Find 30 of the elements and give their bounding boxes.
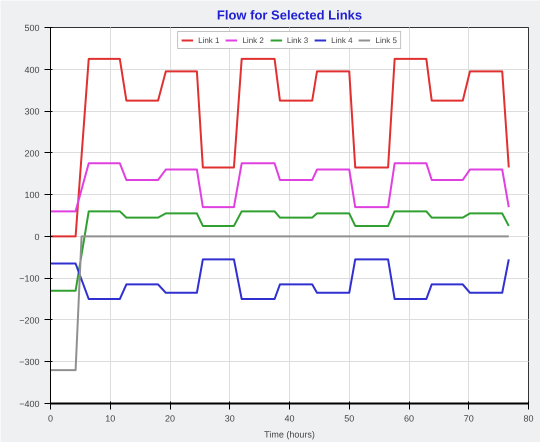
x-tick-label: 70 [464,414,474,424]
legend-label: Link 3 [286,35,308,45]
y-tick-label: 100 [24,190,40,200]
y-tick-label: 300 [24,106,40,117]
y-tick-label: 400 [24,64,40,75]
x-tick-label: 80 [523,414,534,424]
y-tick-label: −100 [19,274,40,284]
x-tick-label: 20 [164,414,176,424]
x-tick-label: 40 [284,414,295,424]
x-tick-label: 60 [404,414,414,424]
line-series [50,210,510,292]
line-series [50,258,510,300]
chart-title: Flow for Selected Links [216,8,362,22]
y-tick-label: −200 [19,315,40,326]
y-tick-label: 200 [24,148,40,158]
legend-label: Link 1 [198,35,220,45]
y-tick-label: −400 [19,399,40,409]
x-tick-label: 50 [344,414,354,424]
legend-label: Link 2 [242,35,264,45]
y-tick-label: 0 [34,232,40,242]
x-tick-label: 0 [48,414,54,424]
x-tick-label: 30 [224,414,235,424]
legend-label: Link 4 [331,35,353,45]
line-series [50,58,510,238]
y-tick-label: −300 [19,357,40,368]
legend-label: Link 5 [376,35,397,45]
line-series [50,162,510,212]
x-axis-title: Time (hours) [264,430,315,440]
x-tick-label: 10 [105,414,116,424]
y-tick-label: 500 [24,23,40,33]
